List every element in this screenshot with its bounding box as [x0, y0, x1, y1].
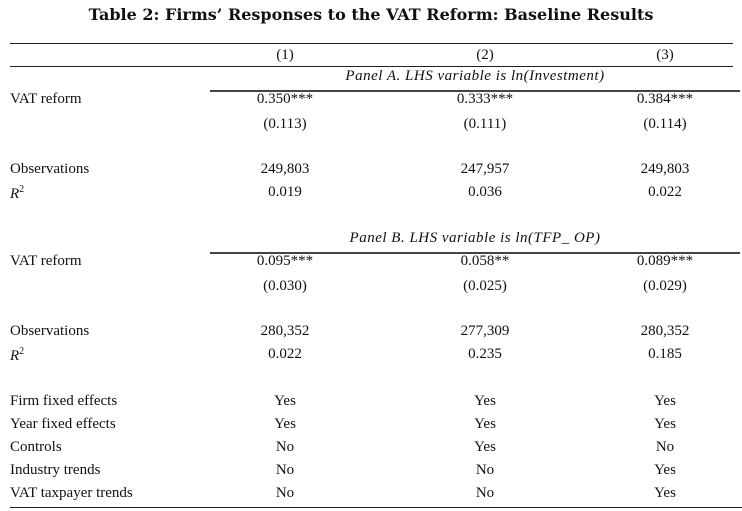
- control-row-value: Yes: [654, 462, 676, 478]
- observations-value: 277,309: [460, 323, 510, 339]
- control-row-value: Yes: [274, 393, 296, 409]
- observations-label: Observations: [10, 161, 90, 177]
- control-row-label: VAT taxpayer trends: [10, 485, 133, 501]
- vat-reform-coef-value: 0.333***: [456, 91, 514, 107]
- control-row-value: No: [475, 462, 495, 478]
- vat-reform-coef-label: VAT reform: [10, 91, 82, 107]
- control-row-value: No: [475, 485, 495, 501]
- r-superscript: 2: [19, 346, 25, 357]
- control-row-label: Controls: [10, 439, 62, 455]
- column-header: (1): [276, 47, 294, 63]
- observations-value: 280,352: [640, 323, 690, 339]
- r-symbol: R: [10, 186, 20, 202]
- control-row-value: Yes: [654, 485, 676, 501]
- std-error-value: (0.114): [643, 116, 687, 132]
- observations-value: 249,803: [260, 161, 310, 177]
- observations-value: 249,803: [640, 161, 690, 177]
- r-squared-value: 0.036: [468, 184, 502, 200]
- std-error-value: (0.025): [463, 278, 507, 294]
- control-row-value: No: [275, 439, 295, 455]
- r-superscript: 2: [19, 184, 25, 195]
- control-row-value: Yes: [654, 416, 676, 432]
- column-header: (2): [476, 47, 494, 63]
- vat-reform-coef-value: 0.384***: [636, 91, 694, 107]
- control-row-label: Industry trends: [10, 462, 101, 478]
- control-row-value: Yes: [474, 439, 496, 455]
- r-squared-value: 0.022: [268, 346, 302, 362]
- control-row-value: Yes: [474, 393, 496, 409]
- control-row-value: Yes: [274, 416, 296, 432]
- table-title: Table 2: Firms’ Responses to the VAT Ref…: [88, 5, 654, 24]
- r-squared-value: 0.185: [648, 346, 682, 362]
- top-rule: [10, 43, 733, 44]
- panel-label: Panel A. LHS variable is ln(Investment): [345, 68, 605, 84]
- control-row-label: Firm fixed effects: [10, 393, 118, 409]
- panel-rule: [210, 252, 740, 254]
- std-error-value: (0.113): [263, 116, 307, 132]
- panel-rule: [210, 90, 740, 92]
- bottom-rule: [10, 507, 742, 508]
- vat-reform-coef-value: 0.350***: [256, 91, 314, 107]
- std-error-value: (0.111): [463, 116, 507, 132]
- r-squared-label: R2: [10, 346, 24, 365]
- vat-reform-coef-value: 0.089***: [636, 253, 694, 269]
- r-squared-label: R2: [10, 184, 24, 203]
- vat-reform-coef-value: 0.058**: [460, 253, 510, 269]
- vat-reform-coef-label: VAT reform: [10, 253, 82, 269]
- std-error-value: (0.029): [643, 278, 687, 294]
- observations-value: 247,957: [460, 161, 510, 177]
- r-symbol: R: [10, 348, 20, 364]
- r-squared-value: 0.019: [268, 184, 302, 200]
- control-row-value: Yes: [474, 416, 496, 432]
- vat-reform-coef-value: 0.095***: [256, 253, 314, 269]
- panel-label: Panel B. LHS variable is ln(TFP_ OP): [349, 230, 601, 246]
- control-row-value: Yes: [654, 393, 676, 409]
- observations-value: 280,352: [260, 323, 310, 339]
- std-error-value: (0.030): [263, 278, 307, 294]
- header-rule: [10, 66, 733, 67]
- control-row-value: No: [275, 462, 295, 478]
- control-row-value: No: [655, 439, 675, 455]
- control-row-value: No: [275, 485, 295, 501]
- observations-label: Observations: [10, 323, 90, 339]
- column-header: (3): [656, 47, 674, 63]
- control-row-label: Year fixed effects: [10, 416, 116, 432]
- r-squared-value: 0.022: [648, 184, 682, 200]
- r-squared-value: 0.235: [468, 346, 502, 362]
